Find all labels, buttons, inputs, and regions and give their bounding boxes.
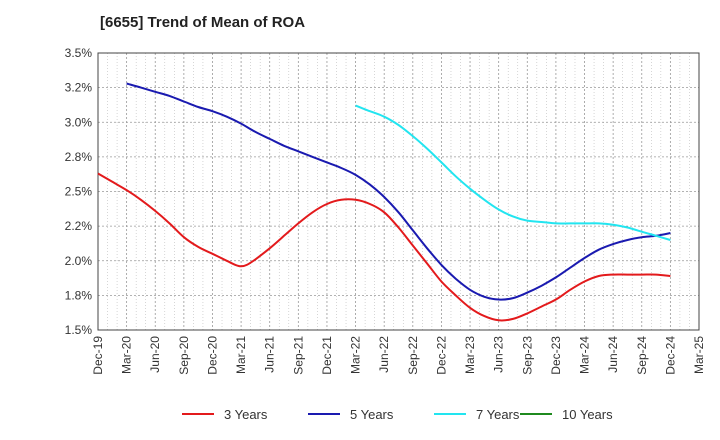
series-line-5-years (126, 82, 671, 301)
x-tick-label: Dec-22 (434, 336, 448, 375)
x-tick-label: Sep-21 (291, 336, 305, 375)
y-tick-label: 2.5% (65, 185, 93, 199)
x-tick-label: Mar-22 (349, 336, 363, 374)
x-tick-label: Jun-23 (492, 336, 506, 373)
legend-label-10-years: 10 Years (562, 407, 613, 422)
x-tick-label: Mar-21 (234, 336, 248, 374)
y-tick-label: 2.2% (65, 219, 93, 233)
x-tick-label: Jun-21 (263, 336, 277, 373)
chart-title: [6655] Trend of Mean of ROA (100, 14, 306, 31)
x-tick-label: Mar-25 (692, 336, 706, 374)
x-tick-label: Mar-24 (578, 336, 592, 374)
series-line-7-years (355, 104, 671, 241)
legend-label-3-years: 3 Years (224, 407, 268, 422)
x-tick-label: Jun-20 (148, 336, 162, 373)
series-line-3-years (97, 172, 671, 322)
y-tick-label: 1.8% (65, 288, 93, 302)
x-tick-label: Sep-24 (635, 336, 649, 375)
x-tick-label: Sep-22 (406, 336, 420, 375)
x-tick-label: Sep-20 (177, 336, 191, 375)
plot-border (97, 52, 700, 331)
x-tick-label: Dec-24 (663, 336, 677, 375)
legend-label-7-years: 7 Years (476, 407, 520, 422)
y-tick-label: 3.5% (65, 46, 93, 60)
y-tick-label: 2.8% (65, 150, 93, 164)
x-tick-label: Dec-21 (320, 336, 334, 375)
y-tick-label: 1.5% (65, 323, 93, 337)
y-tick-label: 3.2% (65, 81, 93, 95)
x-tick-label: Jun-22 (377, 336, 391, 373)
x-tick-label: Jun-24 (606, 336, 620, 373)
y-tick-label: 2.0% (65, 254, 93, 268)
y-tick-label: 3.0% (65, 115, 93, 129)
x-tick-label: Dec-23 (549, 336, 563, 375)
x-tick-label: Sep-23 (520, 336, 534, 375)
x-tick-label: Dec-19 (91, 336, 105, 375)
legend-label-5-years: 5 Years (350, 407, 394, 422)
x-tick-label: Dec-20 (205, 336, 219, 375)
x-tick-label: Mar-23 (463, 336, 477, 374)
x-tick-label: Mar-20 (120, 336, 134, 374)
